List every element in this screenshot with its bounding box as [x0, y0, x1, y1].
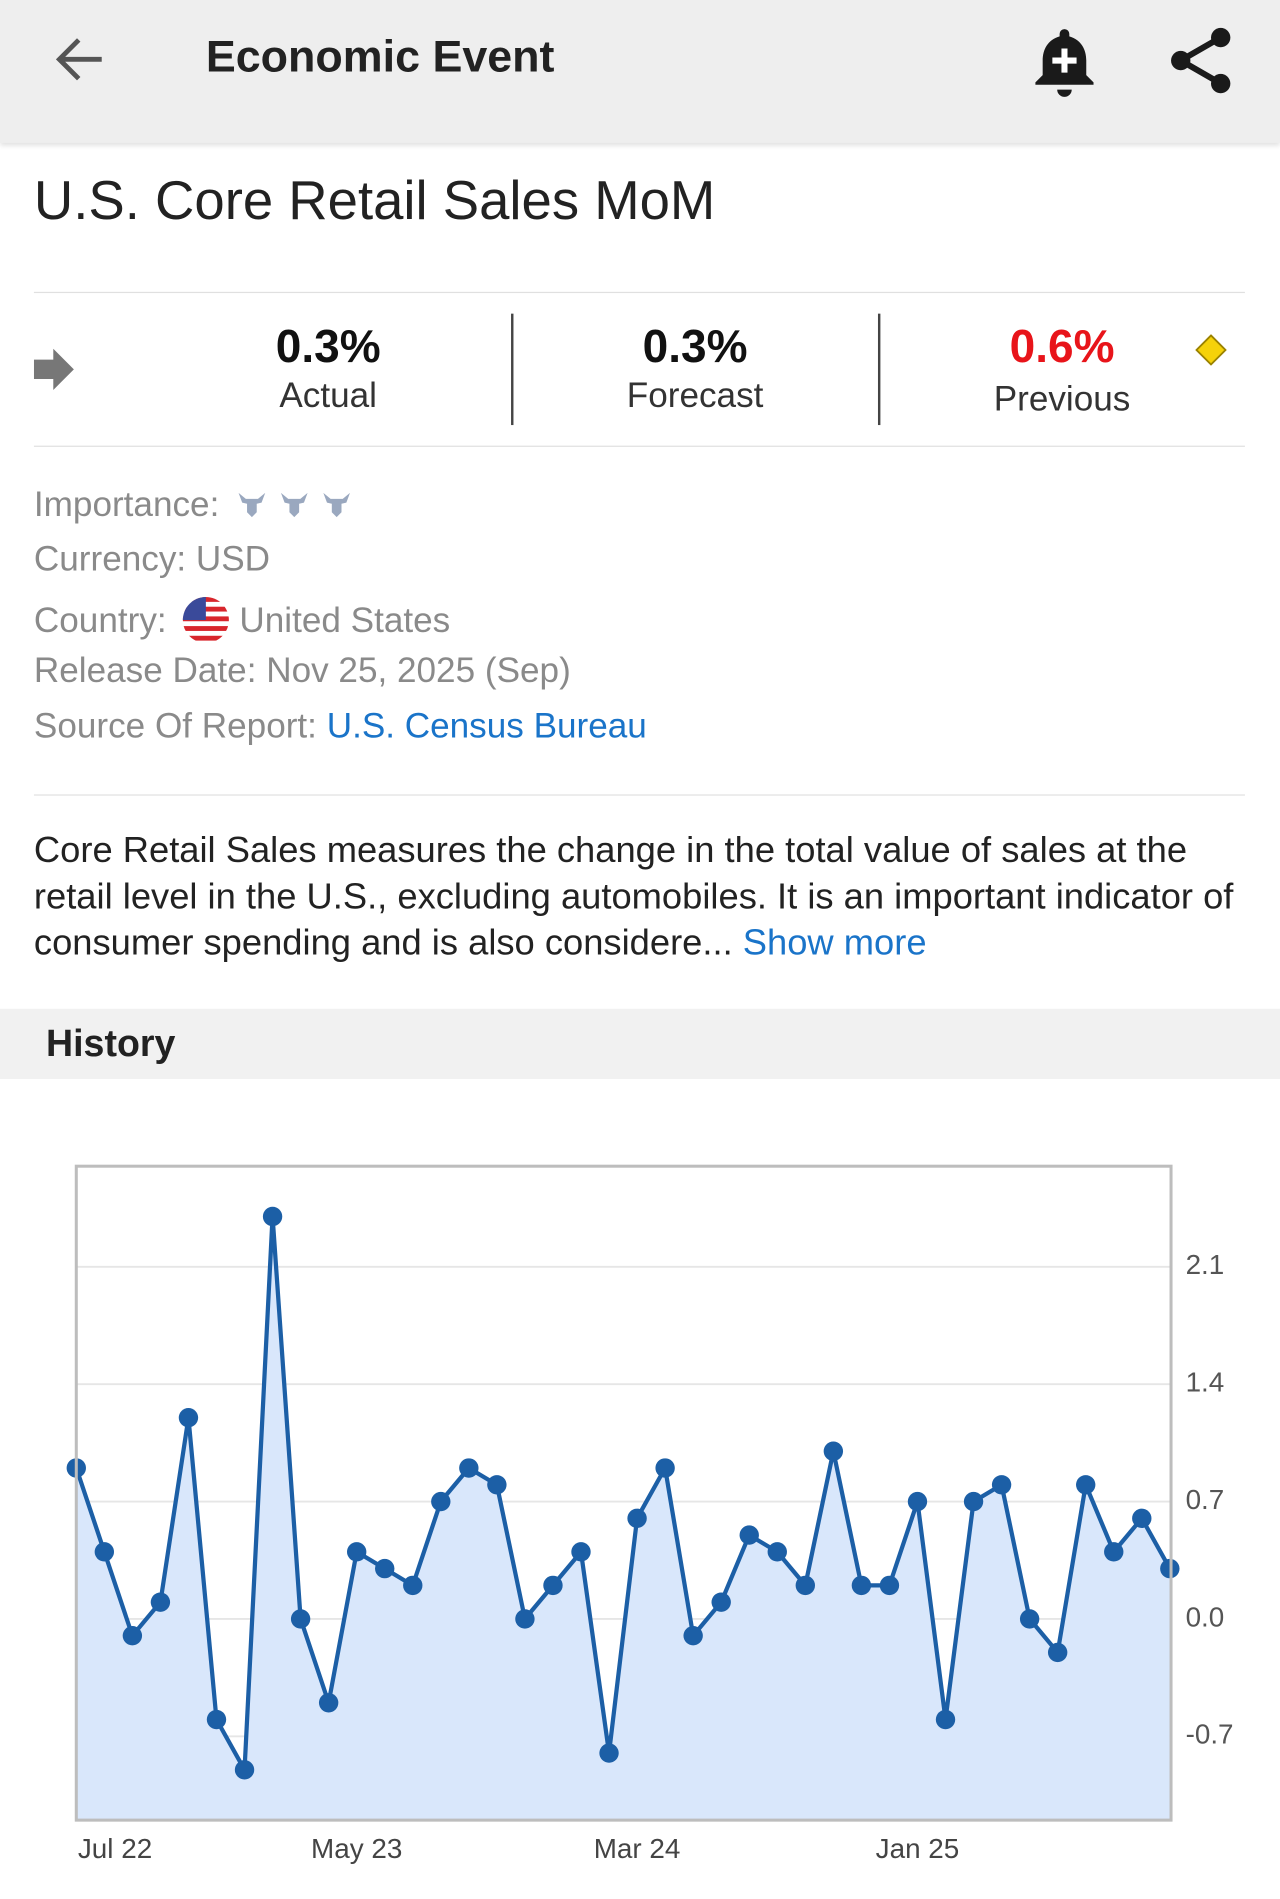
country-row: Country: United States — [34, 596, 450, 644]
description-text: Core Retail Sales measures the change in… — [33, 830, 1234, 963]
event-title: U.S. Core Retail Sales MoM — [33, 169, 716, 232]
point — [234, 1760, 255, 1780]
point — [403, 1575, 423, 1596]
point — [963, 1491, 984, 1512]
point — [935, 1709, 956, 1730]
point — [1047, 1642, 1068, 1663]
flag-icon — [182, 597, 229, 644]
point — [767, 1542, 787, 1562]
source-link[interactable]: U.S. Census Bureau — [326, 707, 647, 746]
stat-label: Actual — [279, 376, 377, 416]
stat-value: 0.6% — [1009, 322, 1115, 373]
point — [907, 1491, 928, 1512]
importance-icons — [238, 492, 351, 518]
stat-previous: 0.6% Previous — [917, 322, 1208, 420]
x-tick-label: Jan 25 — [876, 1833, 960, 1864]
share-button[interactable] — [1169, 27, 1234, 95]
point — [1076, 1475, 1096, 1495]
x-tick-label: May 23 — [311, 1833, 402, 1864]
alert-button[interactable] — [1031, 24, 1099, 99]
stat-value: 0.3% — [642, 322, 748, 373]
point — [178, 1408, 199, 1428]
point — [655, 1458, 675, 1478]
point — [94, 1542, 115, 1562]
point — [627, 1508, 647, 1529]
point — [150, 1592, 171, 1612]
stat-label: Forecast — [626, 376, 764, 416]
plot-frame — [74, 1164, 1173, 1822]
point — [795, 1575, 816, 1596]
point — [1019, 1609, 1040, 1629]
y-tick-label: 2.1 — [1186, 1249, 1225, 1280]
divider — [33, 445, 1245, 447]
y-tick-label: 0.7 — [1186, 1484, 1225, 1515]
point — [206, 1709, 227, 1730]
y-tick-label: 1.4 — [1186, 1367, 1225, 1398]
importance-row: Importance: — [34, 486, 358, 526]
app-bar: Economic Event — [0, 0, 1280, 143]
history-chart: -0.7 0.0 0.7 1.4 2.1 Jul 22 May 23 Mar 24 Jan 25 — [66, 1164, 1234, 1864]
stat-label: Previous — [993, 380, 1131, 420]
point — [739, 1525, 759, 1545]
point — [571, 1542, 591, 1562]
show-more-link[interactable]: Show more — [742, 922, 927, 963]
point — [711, 1592, 731, 1612]
separator — [877, 313, 881, 426]
point — [431, 1491, 451, 1512]
trend-arrow — [33, 348, 74, 390]
history-header: History — [0, 1008, 1280, 1080]
point — [1132, 1508, 1152, 1529]
point — [122, 1626, 143, 1646]
point — [459, 1458, 479, 1478]
country: United States — [239, 601, 451, 641]
separator — [511, 313, 514, 426]
point — [991, 1475, 1012, 1495]
release-date: Release Date: Nov 25, 2025 (Sep) — [33, 651, 571, 691]
point — [346, 1542, 367, 1562]
point — [1104, 1542, 1124, 1562]
stat-actual: 0.3% Actual — [183, 322, 474, 416]
point — [262, 1206, 283, 1227]
point — [375, 1558, 395, 1579]
revision-marker — [1195, 334, 1227, 366]
point — [290, 1609, 311, 1629]
history-title: History — [46, 1022, 176, 1065]
point — [318, 1693, 339, 1713]
point — [683, 1626, 703, 1646]
x-tick-label: Jul 22 — [78, 1833, 152, 1864]
line — [74, 1214, 1172, 1772]
source-label: Source Of Report: — [33, 707, 317, 746]
x-tick-label: Mar 24 — [594, 1833, 681, 1864]
point — [851, 1575, 872, 1596]
back-button[interactable] — [53, 34, 106, 85]
point — [543, 1575, 563, 1596]
divider — [33, 794, 1245, 796]
currency: Currency: USD — [33, 540, 271, 579]
point — [487, 1475, 507, 1495]
divider — [33, 291, 1245, 294]
description: Core Retail Sales measures the change in… — [34, 828, 1247, 966]
point — [515, 1609, 535, 1629]
source-row: Source Of Report: U.S. Census Bureau — [34, 707, 647, 747]
point — [823, 1441, 844, 1461]
point — [879, 1575, 900, 1596]
stat-value: 0.3% — [275, 322, 381, 373]
point — [599, 1743, 619, 1763]
area — [76, 1216, 1170, 1821]
country-label: Country: — [33, 601, 167, 641]
importance-label: Importance: — [33, 485, 220, 525]
y-tick-label: 0.0 — [1186, 1601, 1225, 1632]
y-tick-label: -0.7 — [1186, 1719, 1234, 1750]
stat-forecast: 0.3% Forecast — [550, 322, 841, 416]
app-bar-title: Economic Event — [205, 31, 555, 82]
